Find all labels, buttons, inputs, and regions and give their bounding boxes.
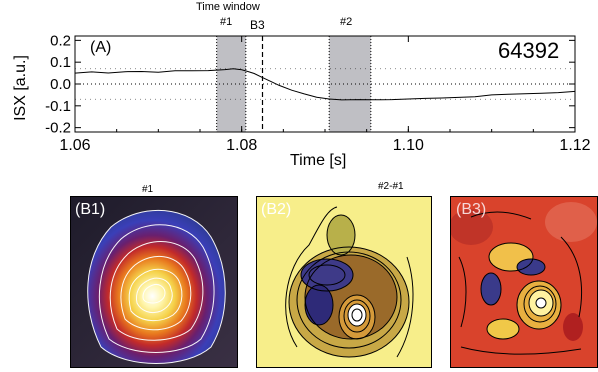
x-tick-label: 1.08 [226,137,257,154]
b3-image [450,196,598,368]
window-2-label: #2 [340,16,353,28]
time-series-plot: 1.06 1.08 1.10 1.12 0.2 0.1 0.0 -0.1 -0.2 [45,32,591,154]
y-axis-label: ISX [a.u.] [12,55,29,121]
b3-label: (B3) [456,201,487,218]
y-ticks: 0.2 0.1 0.0 -0.1 -0.2 [45,32,575,137]
y-tick-label: -0.2 [45,120,71,137]
reference-lines [75,68,575,100]
time-window-title: Time window [196,1,260,13]
b2-caption: #2-#1 [378,181,404,192]
x-axis-label: Time [s] [290,152,347,169]
b2-label: (B2) [261,201,292,218]
y-tick-label: -0.1 [45,98,71,115]
x-tick-label: 1.10 [393,137,424,154]
x-tick-label: 1.06 [59,137,90,154]
shot-number: 64392 [498,38,560,63]
b1-caption: #1 [142,184,154,195]
y-tick-label: 0.1 [50,54,71,71]
x-tick-label: 1.12 [559,137,590,154]
y-tick-label: 0.0 [50,76,71,93]
b3-marker-label: B3 [250,18,265,32]
series-group [74,68,576,101]
b2-image [256,196,432,368]
b1-label: (B1) [75,201,106,218]
window-1-label: #1 [220,16,233,28]
series-line-1 [74,68,576,101]
b1-image [70,196,238,368]
x-ticks: 1.06 1.08 1.10 1.12 [59,36,591,154]
panel-a-label: (A) [90,39,112,56]
y-tick-label: 0.2 [50,32,71,49]
time-windows [216,36,372,132]
